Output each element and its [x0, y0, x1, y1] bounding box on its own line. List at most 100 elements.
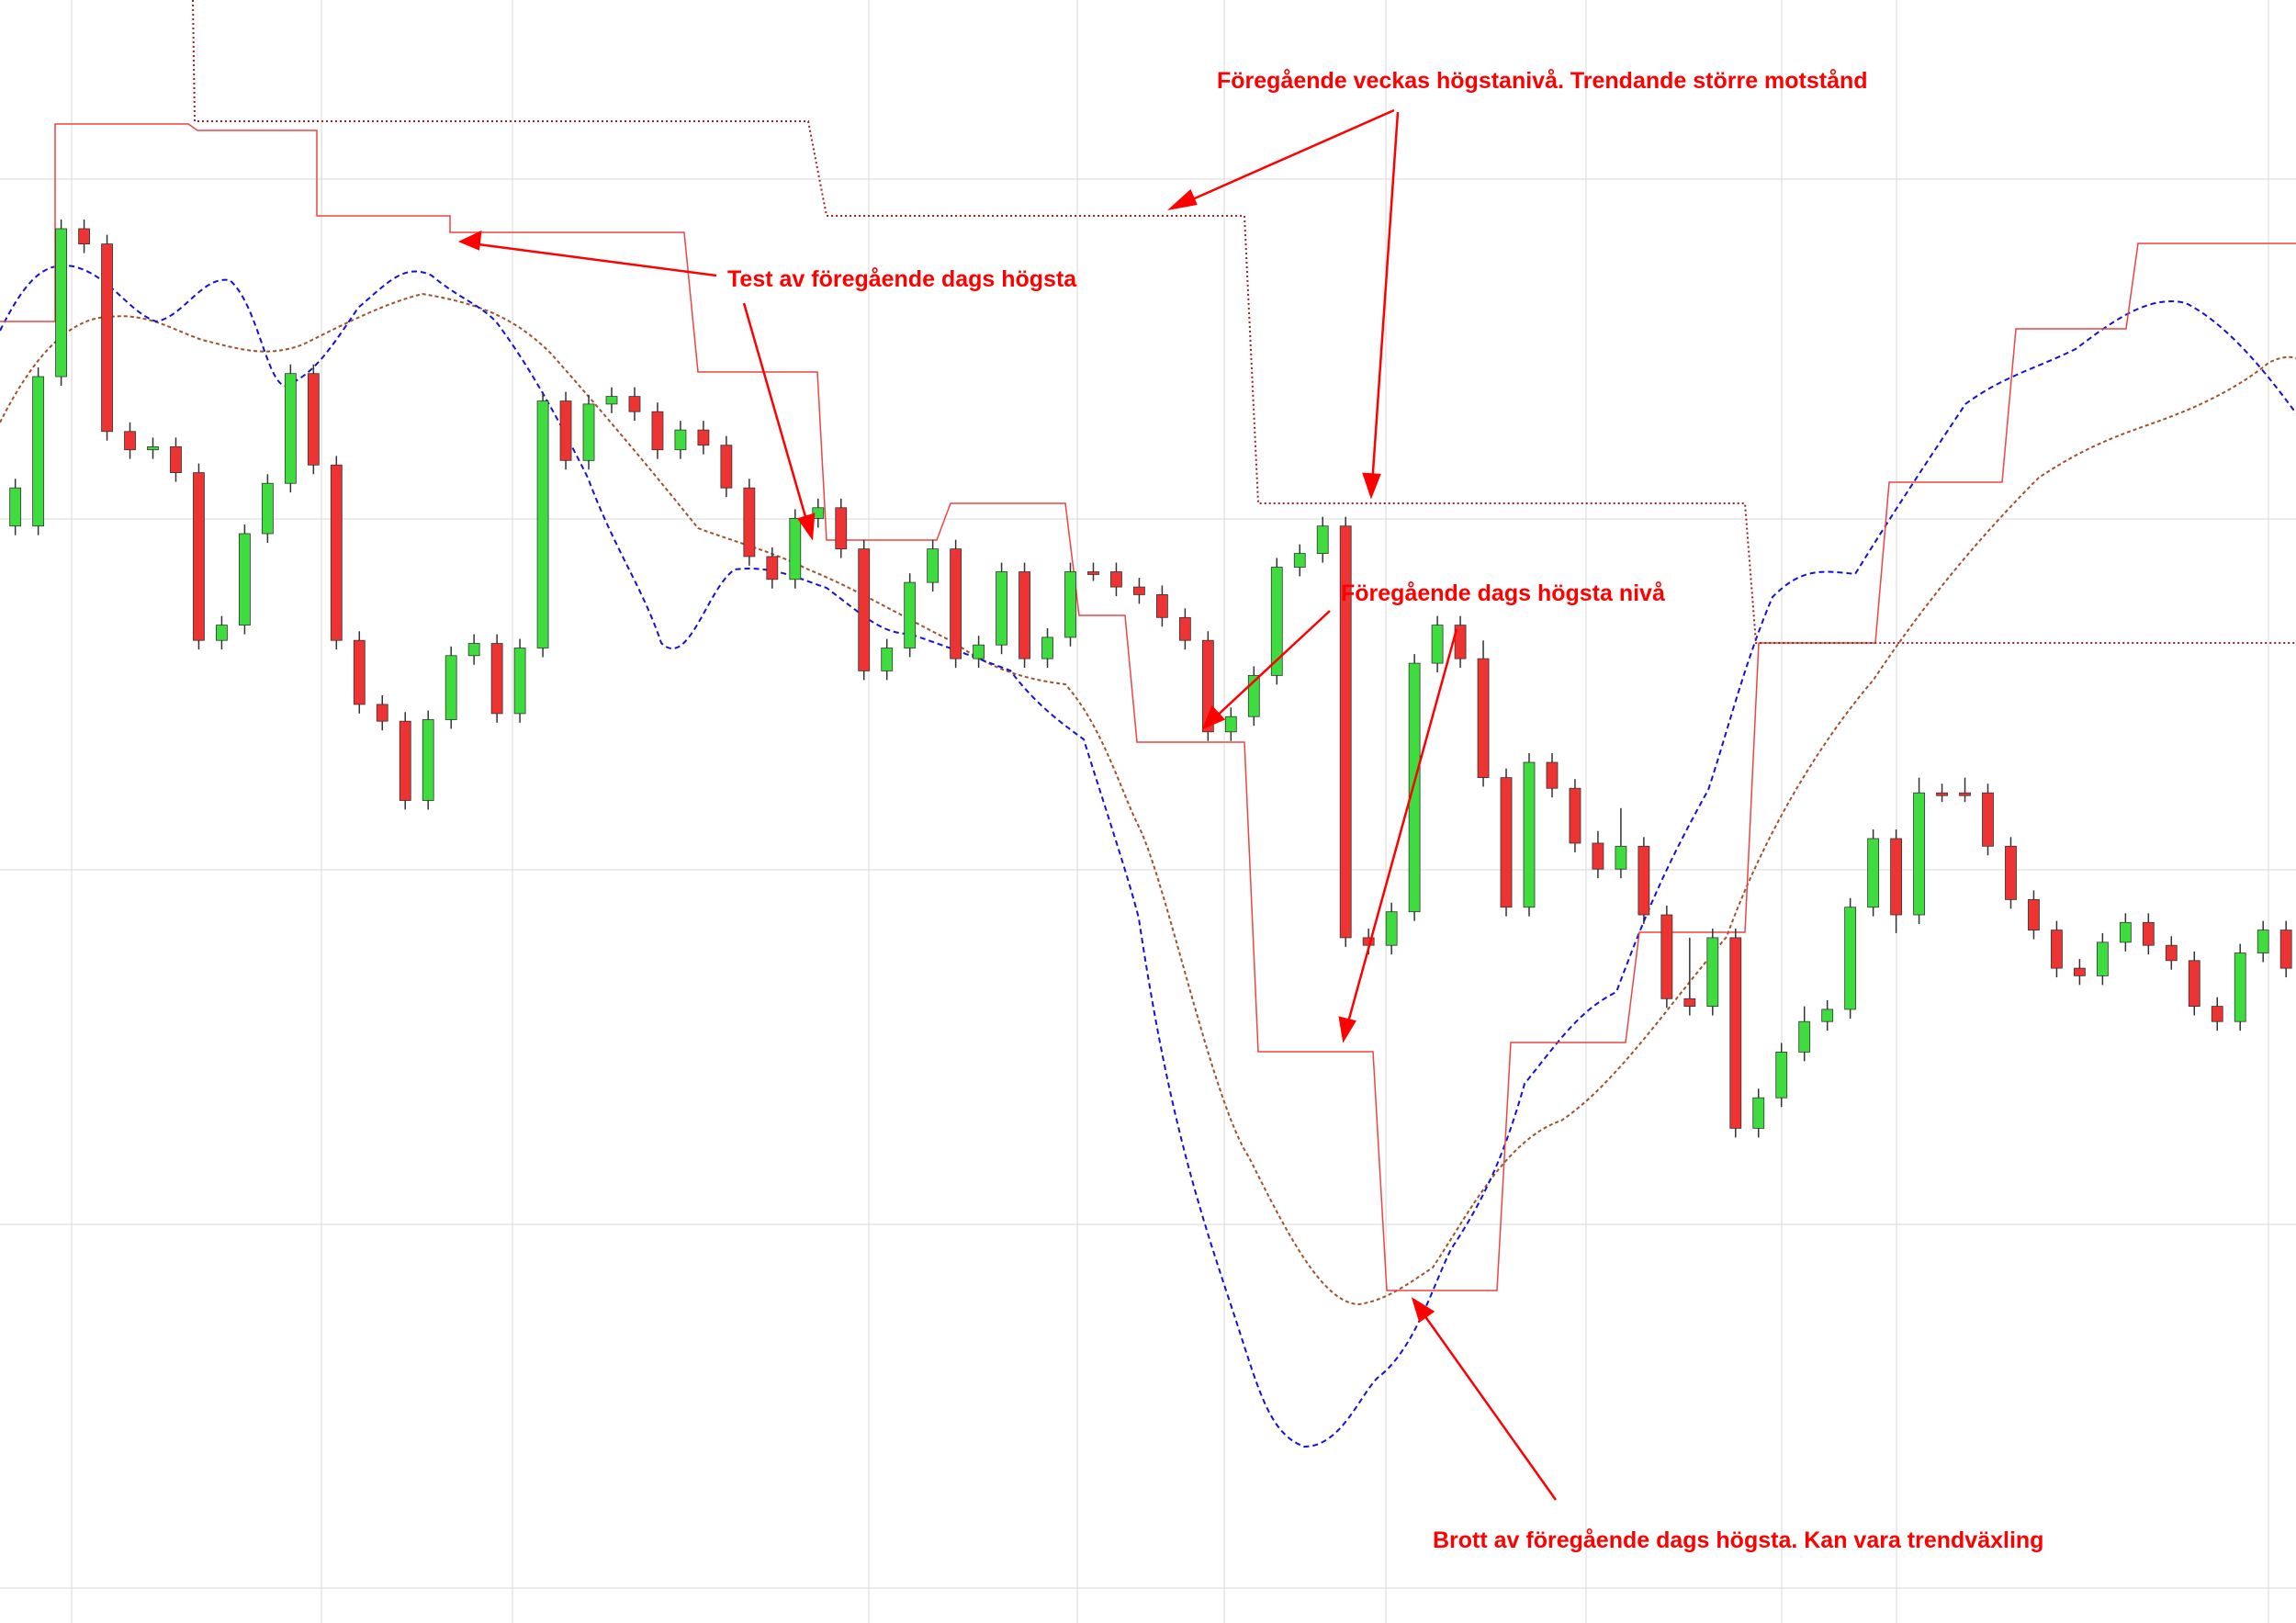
bullish-candle	[1615, 845, 1627, 870]
arrowhead	[1201, 704, 1226, 730]
arrowhead	[1338, 1016, 1356, 1043]
bearish-candle	[743, 487, 756, 558]
bullish-candle	[55, 228, 67, 378]
bearish-candle	[1500, 777, 1513, 908]
slow-moving-average-line	[0, 292, 2296, 1306]
bullish-candle	[422, 719, 434, 801]
bullish-candle	[1844, 907, 1857, 1010]
bullish-candle	[1385, 911, 1398, 946]
bullish-candle	[904, 581, 917, 648]
bearish-candle	[193, 472, 205, 641]
bullish-candle	[973, 644, 985, 659]
bullish-candle	[1431, 625, 1444, 664]
annotation-test-prev-day-high: Test av föregående dags högsta	[727, 266, 1077, 292]
bearish-candle	[2142, 921, 2155, 946]
bullish-candle	[1408, 662, 1421, 913]
arrow-weekly-high-down	[1370, 111, 1400, 486]
bullish-candle	[284, 373, 297, 484]
bullish-candle	[789, 518, 802, 580]
bearish-candle	[2028, 899, 2040, 931]
bullish-candle	[2119, 921, 2132, 943]
bearish-candle	[1959, 792, 1971, 796]
bullish-candle	[1293, 553, 1306, 568]
bullish-candle	[2234, 952, 2246, 1022]
bearish-candle	[376, 704, 388, 722]
bearish-candle	[1890, 838, 1903, 916]
bearish-candle	[1729, 937, 1742, 1129]
bullish-candle	[536, 400, 549, 648]
arrowhead	[1362, 472, 1381, 500]
bullish-candle	[261, 482, 274, 535]
bullish-candle	[605, 396, 618, 405]
previous-week-high-line	[192, 0, 2296, 644]
bullish-candle	[216, 625, 228, 641]
arrow-prev-day-down	[1345, 628, 1458, 1030]
bearish-candle	[1683, 997, 1696, 1008]
bullish-candle	[32, 376, 45, 527]
fast-moving-average-line	[0, 265, 2296, 1448]
bearish-candle	[490, 643, 503, 715]
bullish-candle	[1316, 525, 1329, 554]
bearish-candle	[353, 639, 366, 705]
bullish-candle	[1041, 637, 1053, 659]
arrow-test-high-left	[470, 242, 717, 277]
arrow-weekly-high-left	[1179, 108, 1395, 207]
annotation-arrows	[457, 108, 1558, 1501]
bearish-candle	[1638, 845, 1650, 916]
arrow-breakout	[1418, 1308, 1558, 1501]
bearish-candle	[1178, 616, 1191, 641]
arrowhead	[796, 513, 816, 541]
bullish-candle	[2096, 941, 2109, 976]
bearish-candle	[78, 228, 90, 245]
bullish-candle	[1247, 674, 1260, 717]
bullish-candle	[674, 429, 687, 451]
bearish-candle	[2165, 944, 2178, 962]
bullish-candle	[927, 548, 940, 583]
bullish-candle	[1913, 792, 1925, 916]
bearish-candle	[2073, 967, 2086, 976]
arrow-test-high-down	[742, 302, 810, 527]
bullish-candle	[1706, 937, 1719, 1008]
bearish-candle	[651, 411, 664, 451]
bearish-candle	[1569, 787, 1581, 844]
bullish-candle	[996, 571, 1007, 646]
bullish-candle	[1270, 567, 1283, 676]
bullish-candle	[582, 403, 595, 461]
bearish-candle	[399, 720, 411, 801]
bullish-candle	[812, 507, 825, 519]
bearish-candle	[307, 373, 320, 466]
bearish-candle	[170, 445, 182, 474]
bearish-candle	[2188, 960, 2200, 1008]
bullish-candle	[1775, 1052, 1788, 1099]
bearish-candle	[559, 400, 572, 461]
bearish-candle	[1546, 761, 1559, 789]
bearish-candle	[1019, 571, 1030, 659]
annotation-weekly-high: Föregående veckas högstanivå. Trendande …	[1217, 68, 1868, 94]
candlestick-series	[9, 220, 2292, 1138]
bearish-candle	[101, 243, 113, 433]
bullish-candle	[238, 533, 251, 626]
previous-day-high-line	[0, 123, 2296, 1291]
bearish-candle	[835, 507, 848, 550]
bullish-candle	[9, 487, 22, 527]
bearish-candle	[124, 431, 136, 451]
bullish-candle	[1224, 716, 1237, 733]
bearish-candle	[1477, 658, 1490, 778]
bullish-candle	[467, 643, 480, 657]
annotation-prev-day-high-level: Föregående dags högsta nivå	[1341, 580, 1665, 606]
annotations: Föregående veckas högstanivå. Trendande …	[727, 68, 2043, 1553]
annotation-break-prev-day-high: Brott av föregående dags högsta. Kan var…	[1433, 1527, 2043, 1553]
bearish-candle	[858, 548, 871, 671]
bullish-candle	[1867, 838, 1880, 908]
bearish-candle	[1982, 792, 1994, 847]
bearish-candle	[1454, 625, 1467, 659]
bearish-candle	[1592, 842, 1604, 870]
bearish-candle	[1156, 594, 1168, 618]
bearish-candle	[1087, 571, 1099, 575]
bearish-candle	[2279, 930, 2292, 969]
bearish-candle	[950, 548, 962, 659]
bullish-candle	[1821, 1009, 1834, 1022]
bearish-candle	[330, 464, 343, 641]
bearish-candle	[720, 445, 733, 489]
bullish-candle	[1523, 761, 1536, 908]
